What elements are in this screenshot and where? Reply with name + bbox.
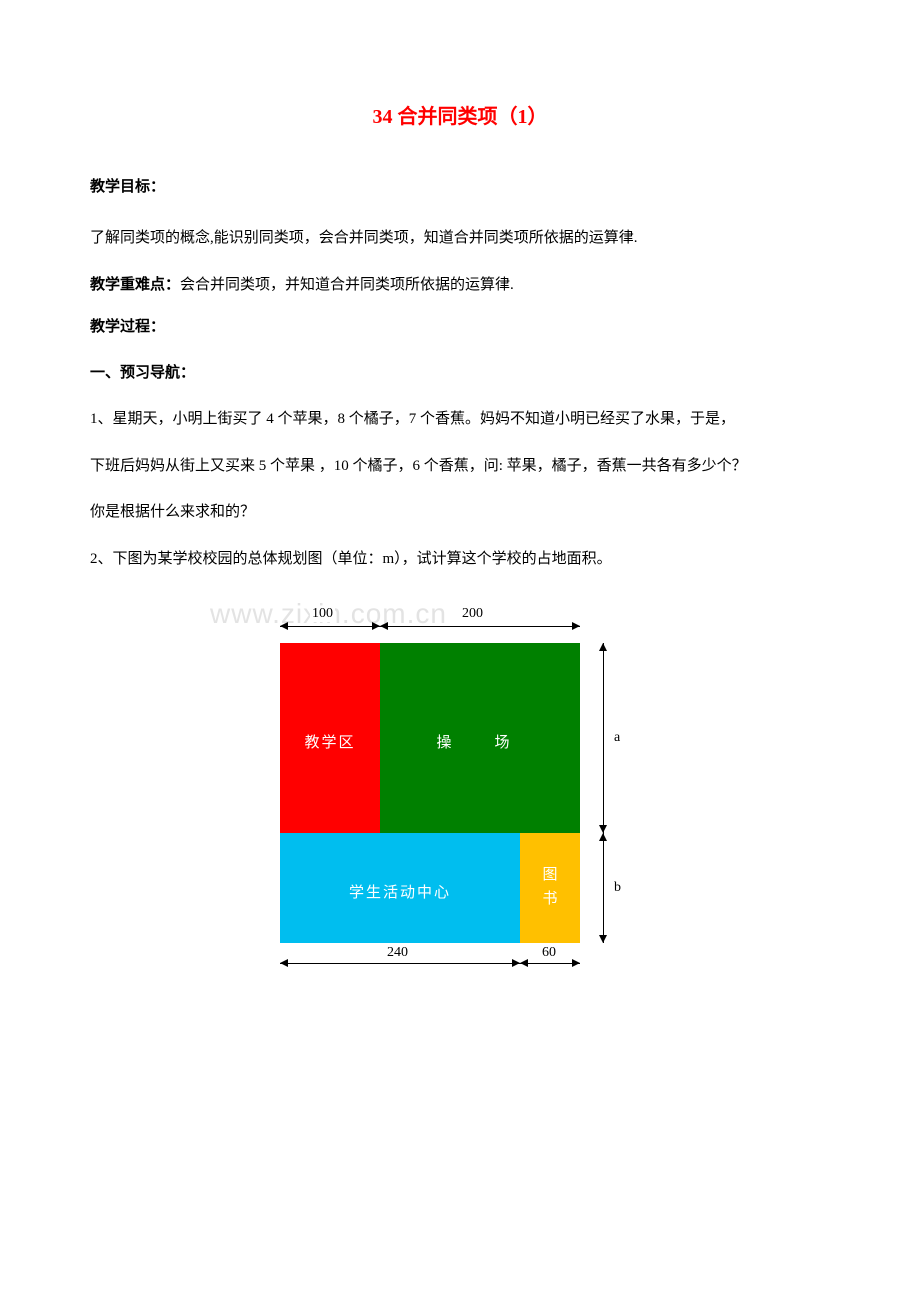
orange-label-1: 图 bbox=[542, 867, 557, 883]
teaching-goal-label: 教学目标： bbox=[90, 174, 830, 201]
orange-label-2: 书 bbox=[542, 891, 557, 907]
green-label: 操 场 bbox=[380, 731, 580, 752]
dim-arrow-bottom-2 bbox=[520, 963, 580, 964]
dim-arrow-top-2 bbox=[380, 626, 580, 627]
q1-line1: 1、星期天，小明上街买了 4 个苹果，8 个橘子，7 个香蕉。妈妈不知道小明已经… bbox=[90, 402, 830, 437]
dim-label-bottom-1: 240 bbox=[385, 945, 410, 961]
dim-label-right-a: a bbox=[612, 730, 622, 746]
preview-label: 一、预习导航： bbox=[90, 361, 830, 382]
q2-text: 2、下图为某学校校园的总体规划图（单位：m），试计算这个学校的占地面积。 bbox=[90, 542, 830, 577]
dim-label-right-b: b bbox=[612, 880, 623, 896]
dim-arrow-right-b bbox=[603, 833, 604, 943]
dim-arrow-right-a bbox=[603, 643, 604, 833]
orange-region: 图 书 bbox=[520, 833, 580, 943]
campus-diagram: www.zixin.com.cn 100 200 教学区 操 场 学生活动中心 … bbox=[250, 588, 670, 988]
cyan-label: 学生活动中心 bbox=[280, 881, 520, 902]
q1-line3: 你是根据什么来求和的？ bbox=[90, 495, 830, 530]
red-label: 教学区 bbox=[280, 731, 380, 752]
cyan-region: 学生活动中心 bbox=[280, 833, 520, 943]
difficulty-line: 教学重难点：会合并同类项，并知道合并同类项所依据的运算律. bbox=[90, 268, 830, 303]
green-region: 操 场 bbox=[380, 643, 580, 833]
difficulty-text: 会合并同类项，并知道合并同类项所依据的运算律. bbox=[180, 277, 514, 293]
process-label: 教学过程： bbox=[90, 314, 830, 341]
teaching-goal-text: 了解同类项的概念,能识别同类项，会合并同类项，知道合并同类项所依据的运算律. bbox=[90, 221, 830, 256]
difficulty-label: 教学重难点： bbox=[90, 277, 180, 293]
orange-label: 图 书 bbox=[520, 863, 580, 911]
dim-arrow-top-1 bbox=[280, 626, 380, 627]
dim-label-top-2: 200 bbox=[460, 606, 485, 622]
dim-arrow-bottom-1 bbox=[280, 963, 520, 964]
dim-label-bottom-2: 60 bbox=[540, 945, 558, 961]
page-title: 34 合并同类项（1） bbox=[90, 100, 830, 129]
red-region: 教学区 bbox=[280, 643, 380, 833]
q1-line2: 下班后妈妈从街上又买来 5 个苹果 ，10 个橘子，6 个香蕉，问: 苹果，橘子… bbox=[90, 449, 830, 484]
dim-label-top-1: 100 bbox=[310, 606, 335, 622]
